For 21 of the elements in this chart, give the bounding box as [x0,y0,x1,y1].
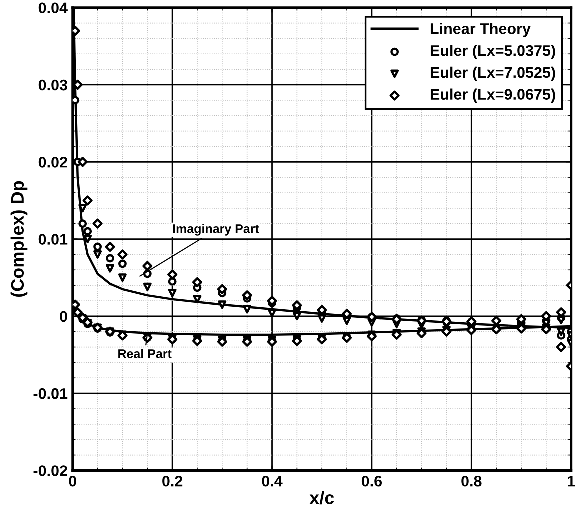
y-tick-label: 0.03 [38,80,68,91]
legend-label: Euler (Lx=5.0375) [430,45,556,60]
x-axis-title: x/c [310,491,334,505]
x-tick-label: 0 [69,476,76,487]
x-tick-label: 0.6 [362,476,382,487]
annotation: Imaginary Part [173,224,260,236]
x-tick-label: 0.2 [162,476,183,487]
annotation: Real Part [118,349,172,358]
legend-label: Linear Theory [430,23,531,38]
y-tick-label: 0.01 [38,234,68,245]
y-tick-label: -0.01 [34,388,68,400]
y-tick-label: 0.02 [38,157,68,168]
y-tick-label: 0.04 [38,2,68,14]
y-tick-label: -0.02 [34,466,68,476]
x-tick-label: 1 [568,476,576,487]
x-tick-label: 0.4 [262,476,283,487]
y-tick-label: 0 [60,311,68,322]
y-axis-title: (Complex) Dp [10,181,28,298]
legend-label: Euler (Lx=7.0525) [430,66,556,82]
x-tick-label: 0.8 [462,476,482,487]
legend-label: Euler (Lx=9.0675) [430,88,556,104]
